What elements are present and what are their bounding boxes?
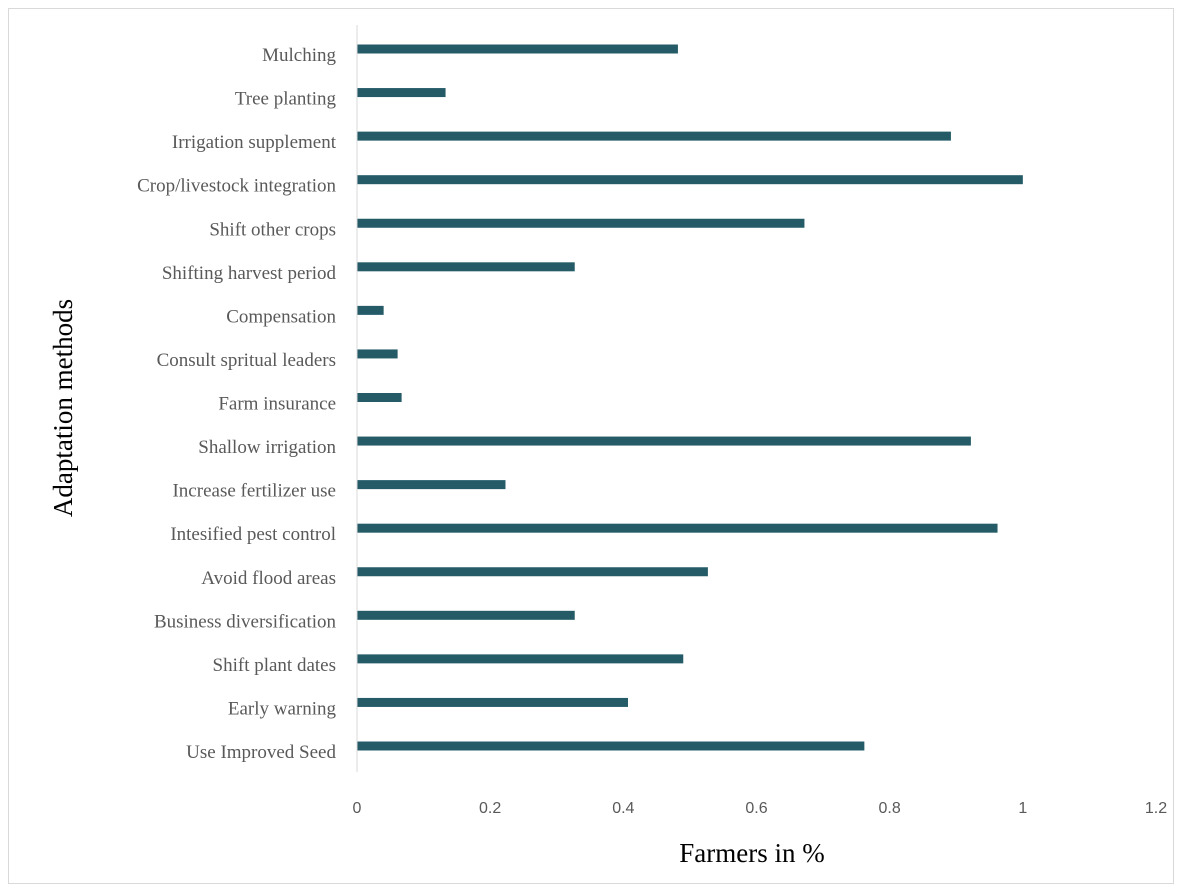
bar-15 — [357, 697, 628, 707]
x-tick-label-6: 1.2 — [1145, 800, 1167, 817]
category-label-4: Shift other crops — [209, 219, 336, 240]
bar-4 — [357, 218, 805, 228]
x-axis-title: Farmers in % — [679, 838, 824, 868]
bar-11 — [357, 523, 998, 533]
bar-1 — [357, 88, 446, 98]
bar-0 — [357, 44, 678, 54]
category-label-9: Shallow irrigation — [198, 437, 336, 458]
category-label-5: Shifting harvest period — [162, 263, 337, 284]
category-label-12: Avoid flood areas — [201, 568, 336, 589]
bar-13 — [357, 610, 575, 620]
y-axis-title: Adaptation methods — [48, 299, 78, 517]
bar-7 — [357, 349, 398, 359]
category-label-13: Business diversification — [154, 611, 337, 632]
x-tick-label-4: 0.8 — [879, 800, 901, 817]
bars-layer — [357, 44, 1023, 751]
category-label-7: Consult spritual leaders — [157, 350, 336, 371]
x-tick-label-3: 0.6 — [745, 800, 767, 817]
category-label-10: Increase fertilizer use — [172, 481, 336, 502]
category-label-6: Compensation — [226, 306, 336, 327]
category-label-3: Crop/livestock integration — [137, 176, 336, 197]
category-label-15: Early warning — [228, 698, 337, 719]
bar-8 — [357, 393, 402, 402]
bar-14 — [357, 654, 684, 664]
bar-3 — [357, 175, 1023, 185]
bar-2 — [357, 131, 951, 141]
bar-16 — [357, 741, 865, 751]
x-tick-label-1: 0.2 — [479, 800, 501, 817]
category-label-0: Mulching — [262, 45, 336, 66]
x-tick-label-0: 0 — [353, 800, 362, 817]
x-tick-labels: 0 0.2 0.4 0.6 0.8 1 1.2 — [353, 800, 1168, 817]
category-label-11: Intesified pest control — [170, 524, 336, 545]
bar-12 — [357, 567, 708, 577]
category-label-14: Shift plant dates — [213, 655, 336, 676]
chart-frame — [8, 8, 1174, 884]
category-label-2: Irrigation supplement — [172, 132, 337, 153]
bar-10 — [357, 480, 506, 490]
bar-6 — [357, 305, 384, 315]
category-labels: Mulching Tree planting Irrigation suppleme… — [137, 45, 337, 763]
category-label-16: Use Improved Seed — [186, 742, 336, 763]
x-tick-label-2: 0.4 — [612, 800, 634, 817]
category-label-1: Tree planting — [235, 89, 337, 110]
x-tick-label-5: 1 — [1018, 800, 1027, 817]
bar-9 — [357, 436, 971, 446]
category-label-8: Farm insurance — [218, 394, 336, 415]
bar-5 — [357, 262, 575, 272]
